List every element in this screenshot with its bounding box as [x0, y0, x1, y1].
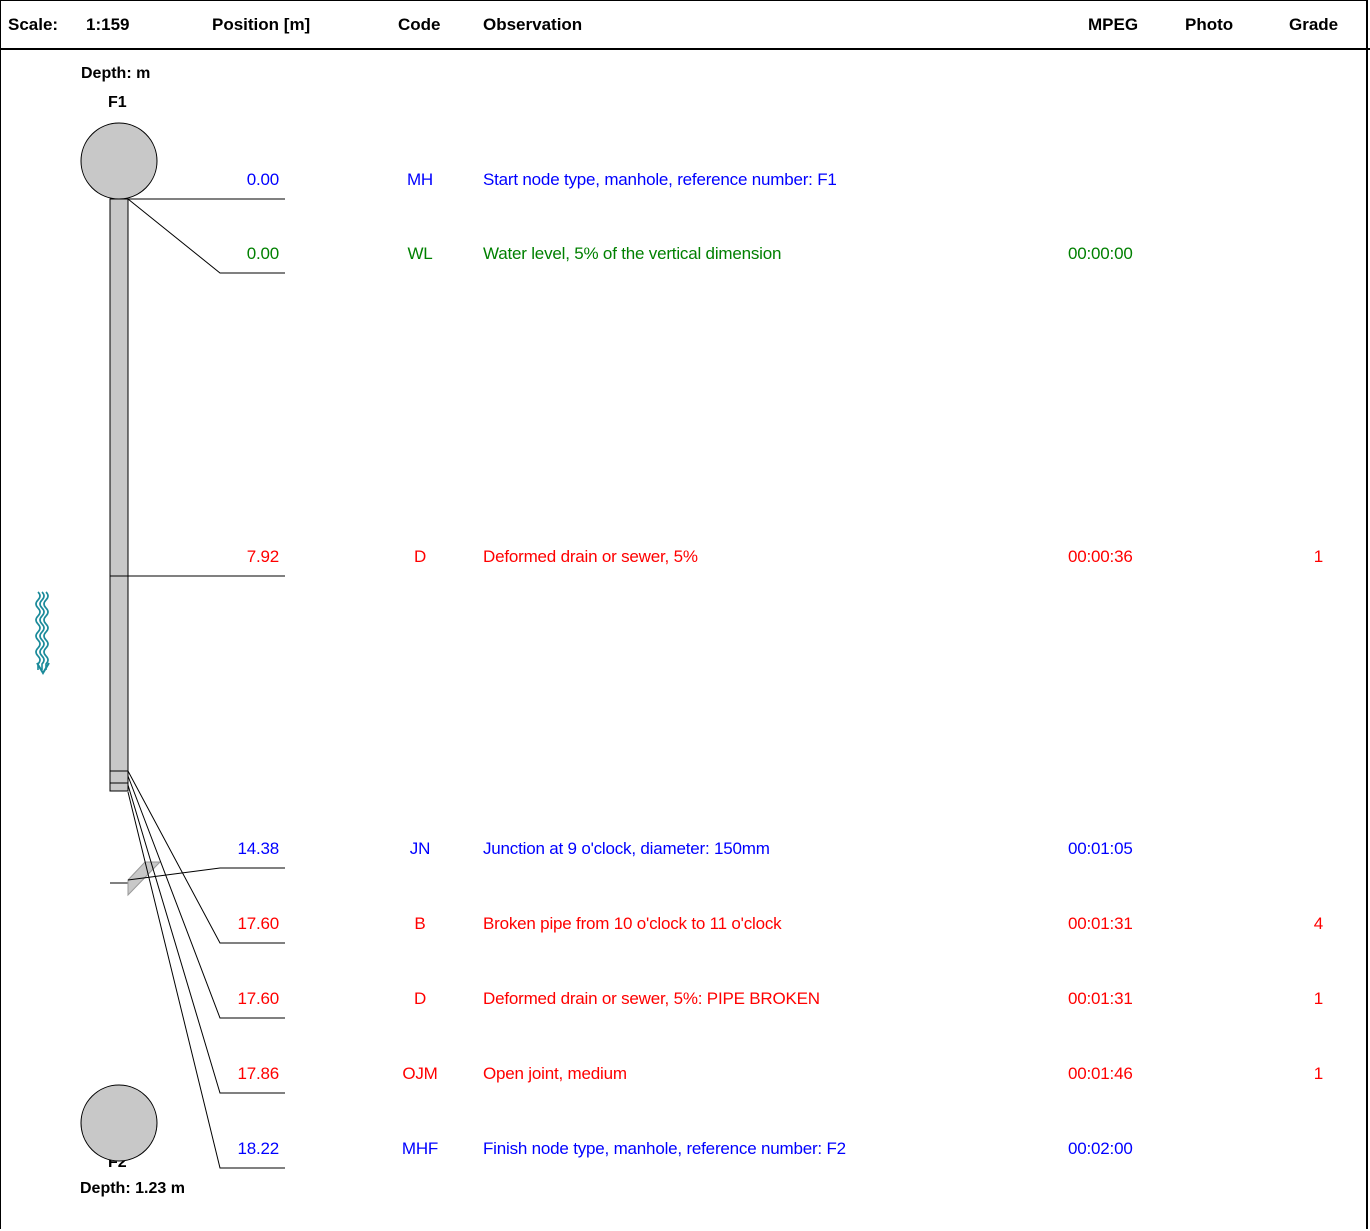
row-position: 18.22: [237, 1139, 279, 1158]
leader-line: [127, 775, 285, 1019]
start-manhole: [80, 122, 158, 200]
row-code: WL: [407, 244, 433, 263]
row-position: 14.38: [237, 839, 279, 858]
grade-header: Grade: [1289, 15, 1339, 34]
row-code: OJM: [402, 1064, 438, 1083]
row-mpeg: 00:01:46: [1068, 1064, 1133, 1083]
row-observation: Finish node type, manhole, reference num…: [483, 1139, 846, 1158]
leader-line: [127, 867, 285, 881]
pipe-body: [109, 198, 129, 884]
leader-line: [127, 791, 285, 1169]
row-position: 17.86: [237, 1064, 279, 1083]
row-grade: 4: [1313, 914, 1323, 933]
flow-direction-arrow-icon: [35, 591, 50, 675]
row-position: 0.00: [246, 244, 279, 263]
row-mpeg: 00:01:05: [1068, 839, 1133, 858]
row-observation: Broken pipe from 10 o'clock to 11 o'cloc…: [483, 914, 782, 933]
finish-manhole: [80, 1084, 158, 1162]
row-observation: Open joint, medium: [483, 1064, 627, 1083]
row-observation: Deformed drain or sewer, 5%: PIPE BROKEN: [483, 989, 820, 1008]
row-position: 0.00: [246, 170, 279, 189]
code-header: Code: [398, 15, 441, 34]
row-code: D: [413, 989, 427, 1008]
row-code: B: [414, 914, 426, 933]
observation-header: Observation: [483, 15, 583, 34]
junction-branch: [127, 861, 162, 897]
leader-lines: [127, 198, 285, 1169]
row-observation: Junction at 9 o'clock, diameter: 150mm: [483, 839, 770, 858]
position-header: Position [m]: [212, 15, 311, 34]
leader-line: [127, 770, 285, 944]
row-mpeg: 00:01:31: [1068, 989, 1133, 1008]
row-mpeg: 00:02:00: [1068, 1139, 1133, 1158]
row-observation: Water level, 5% of the vertical dimensio…: [483, 244, 782, 263]
row-code: MHF: [401, 1139, 439, 1158]
leader-line: [127, 198, 285, 274]
finish-node-depth: Depth: 1.23 m: [80, 1180, 185, 1197]
photo-header: Photo: [1185, 15, 1234, 34]
row-position: 17.60: [237, 989, 279, 1008]
start-node-depth: Depth: m: [81, 65, 151, 82]
leader-line: [127, 784, 285, 1094]
row-position: 7.92: [246, 547, 279, 566]
scale-label: Scale:: [8, 15, 59, 34]
row-code: D: [413, 547, 427, 566]
row-grade: 1: [1313, 547, 1323, 566]
row-code: JN: [409, 839, 431, 858]
row-grade: 1: [1313, 1064, 1323, 1083]
scale-value: 1:159: [86, 15, 130, 34]
header-divider: [0, 48, 1370, 50]
row-observation: Start node type, manhole, reference numb…: [483, 170, 837, 189]
row-observation: Deformed drain or sewer, 5%: [483, 547, 698, 566]
row-position: 17.60: [237, 914, 279, 933]
row-mpeg: 00:00:00: [1068, 244, 1133, 263]
row-mpeg: 00:00:36: [1068, 547, 1133, 566]
mpeg-header: MPEG: [1088, 15, 1139, 34]
row-code: MH: [406, 170, 434, 189]
start-node-name: F1: [108, 94, 127, 111]
row-grade: 1: [1313, 989, 1323, 1008]
row-mpeg: 00:01:31: [1068, 914, 1133, 933]
